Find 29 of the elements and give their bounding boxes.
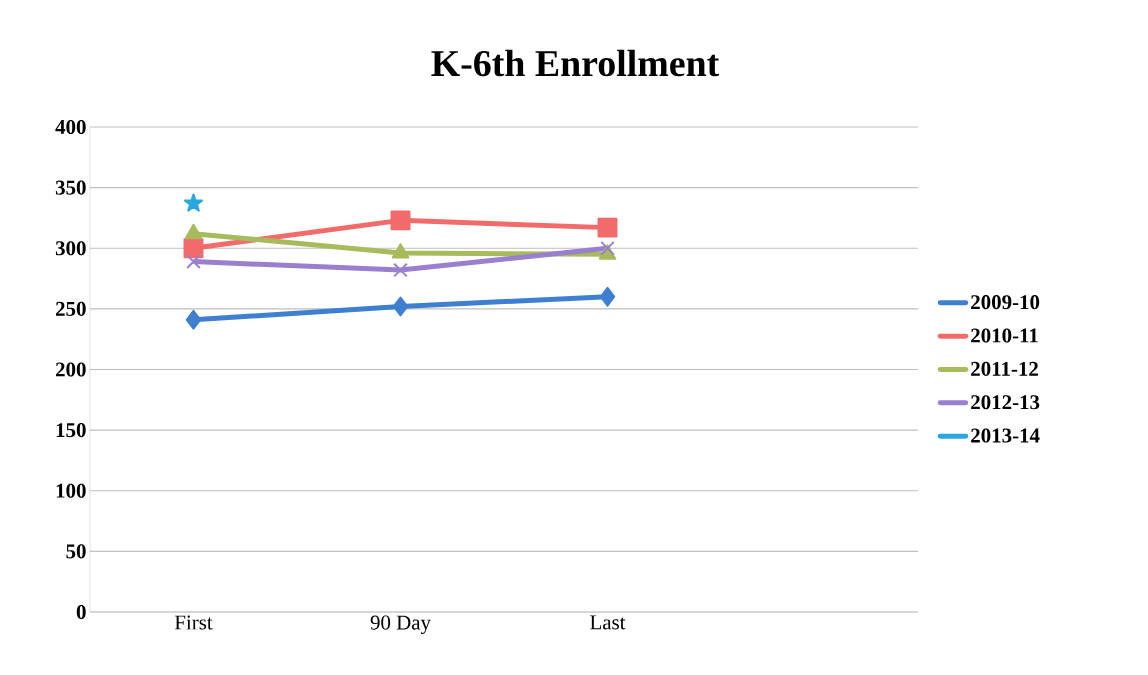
y-tick-label: 350 — [55, 180, 86, 195]
y-tick-label: 200 — [55, 362, 86, 377]
y-tick-label: 100 — [56, 483, 86, 498]
y-tick-label: 0 — [76, 604, 86, 620]
point — [390, 210, 411, 231]
point — [597, 217, 618, 238]
chart-title: K-6th Enrollment — [431, 49, 720, 77]
x-tick-label: Last — [590, 615, 626, 630]
legend-label: 2012-13 — [971, 395, 1040, 410]
y-tick-label: 50 — [66, 544, 86, 559]
legend-label: 2011-12 — [971, 361, 1038, 376]
point — [184, 223, 203, 240]
y-tick-label: 300 — [55, 241, 86, 256]
point — [391, 243, 410, 259]
point — [186, 254, 201, 269]
point — [393, 262, 408, 278]
legend-label: 2009-10 — [971, 295, 1040, 310]
x-tick-label: 90 Day — [370, 615, 431, 634]
x-tick-label: First — [174, 615, 213, 630]
y-tick-label: 150 — [56, 423, 86, 438]
point — [392, 296, 409, 317]
point — [183, 193, 204, 212]
point — [599, 286, 616, 307]
legend-label: 2013-14 — [971, 428, 1040, 443]
point — [185, 309, 202, 330]
y-tick-label: 250 — [55, 301, 86, 316]
legend-label: 2010-11 — [971, 328, 1038, 343]
point — [600, 240, 615, 256]
y-tick-label: 400 — [55, 119, 86, 135]
